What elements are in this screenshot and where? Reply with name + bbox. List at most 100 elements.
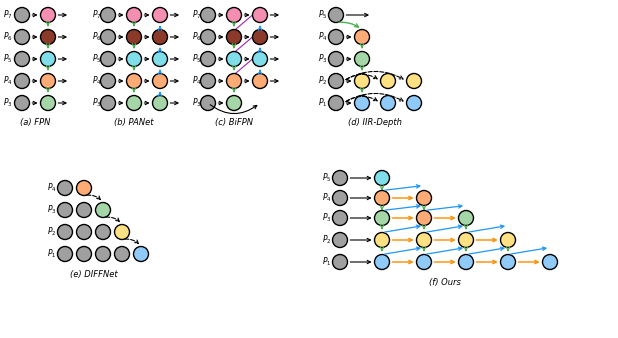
Circle shape [96,224,111,240]
Circle shape [375,170,389,186]
Circle shape [127,73,142,89]
Text: $P_6$: $P_6$ [3,31,13,43]
Text: $P_3$: $P_3$ [322,212,332,224]
Circle shape [200,73,216,89]
Circle shape [459,255,473,269]
Circle shape [101,7,116,23]
Circle shape [381,96,396,111]
Circle shape [101,51,116,67]
Circle shape [417,191,431,206]
Text: $P_6$: $P_6$ [192,31,201,43]
Circle shape [153,51,167,67]
Circle shape [459,233,473,247]
Text: $P_3$: $P_3$ [192,97,201,109]
Circle shape [41,51,56,67]
Circle shape [381,73,396,89]
Text: $P_5$: $P_5$ [3,53,12,65]
Text: $P_7$: $P_7$ [3,9,12,21]
Text: $P_4$: $P_4$ [318,31,328,43]
Circle shape [77,246,91,262]
Circle shape [355,96,370,111]
Circle shape [227,73,242,89]
Circle shape [127,51,142,67]
Circle shape [41,73,56,89]
Circle shape [101,73,116,89]
Text: $P_2$: $P_2$ [318,75,328,87]
Circle shape [57,202,72,217]
Circle shape [355,51,370,67]
Text: $P_1$: $P_1$ [318,97,328,109]
Text: (d) IIR-Depth: (d) IIR-Depth [348,118,402,127]
Circle shape [355,29,370,45]
Circle shape [153,29,167,45]
Circle shape [200,96,216,111]
Circle shape [41,96,56,111]
Circle shape [501,255,515,269]
Circle shape [153,73,167,89]
Text: (b) PANet: (b) PANet [114,118,154,127]
Circle shape [332,211,347,225]
Text: $P_2$: $P_2$ [322,234,331,246]
Circle shape [417,255,431,269]
Circle shape [96,202,111,217]
Text: (f) Ours: (f) Ours [429,278,461,287]
Circle shape [329,51,344,67]
Circle shape [127,7,142,23]
Circle shape [14,96,30,111]
Circle shape [459,211,473,225]
Text: $P_4$: $P_4$ [192,75,201,87]
Circle shape [332,233,347,247]
Circle shape [57,180,72,195]
Circle shape [227,96,242,111]
Text: $P_3$: $P_3$ [47,204,57,216]
Text: $P_4$: $P_4$ [92,75,101,87]
Circle shape [96,246,111,262]
Circle shape [253,7,268,23]
Circle shape [101,29,116,45]
Text: $P_2$: $P_2$ [47,226,56,238]
Text: $P_3$: $P_3$ [318,53,328,65]
Circle shape [253,29,268,45]
Text: $P_6$: $P_6$ [92,31,102,43]
Text: $P_4$: $P_4$ [3,75,12,87]
Circle shape [329,73,344,89]
Circle shape [417,233,431,247]
Text: $P_5$: $P_5$ [92,53,101,65]
Text: $P_5$: $P_5$ [192,53,201,65]
Circle shape [114,224,130,240]
Circle shape [200,7,216,23]
Circle shape [417,211,431,225]
Circle shape [253,73,268,89]
Circle shape [153,96,167,111]
Circle shape [14,73,30,89]
Circle shape [77,202,91,217]
Circle shape [14,7,30,23]
Circle shape [329,7,344,23]
Circle shape [127,29,142,45]
Circle shape [77,224,91,240]
Circle shape [127,96,142,111]
Circle shape [227,51,242,67]
Text: $P_1$: $P_1$ [322,256,331,268]
Circle shape [14,29,30,45]
Circle shape [41,29,56,45]
Circle shape [200,29,216,45]
Circle shape [375,233,389,247]
Text: $P_5$: $P_5$ [318,9,328,21]
Text: $P_4$: $P_4$ [47,182,57,194]
Circle shape [407,96,421,111]
Circle shape [227,7,242,23]
Circle shape [355,73,370,89]
Circle shape [114,246,130,262]
Circle shape [253,51,268,67]
Circle shape [329,96,344,111]
Circle shape [332,170,347,186]
Text: $P_3$: $P_3$ [92,97,101,109]
Circle shape [57,224,72,240]
Circle shape [375,211,389,225]
Circle shape [200,51,216,67]
Circle shape [77,180,91,195]
Circle shape [14,51,30,67]
Circle shape [543,255,557,269]
Circle shape [101,96,116,111]
